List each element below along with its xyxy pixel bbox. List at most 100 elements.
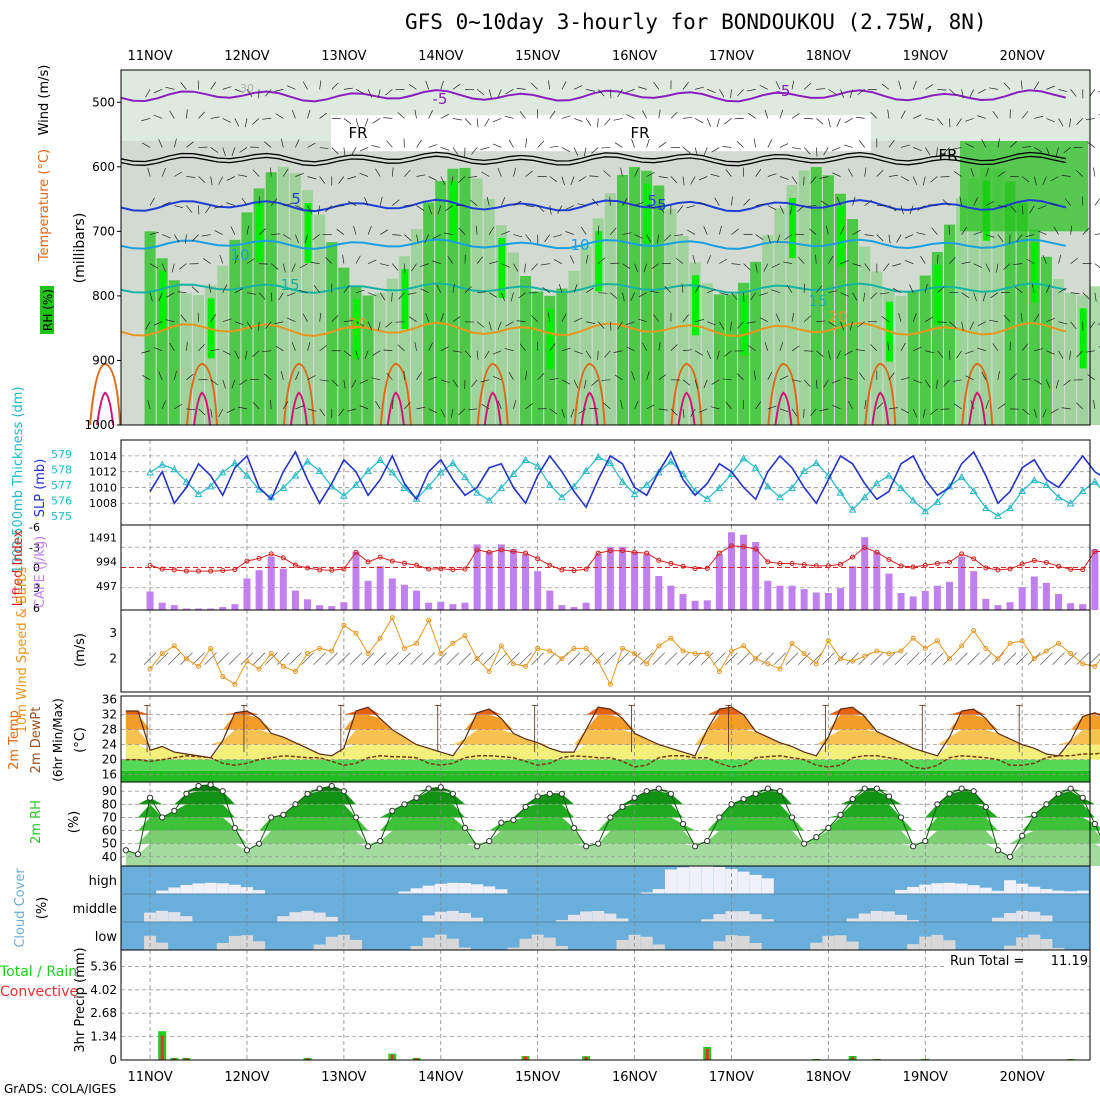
wind-speed-marker [498,643,504,649]
wind-barb [724,118,732,125]
wind-barb [561,379,571,385]
wind-barb [1034,379,1043,385]
wind-barb [694,118,704,124]
wind-barb [956,350,962,359]
wind-barb [755,203,765,206]
wind-barb [1016,234,1023,242]
li-marker [535,556,541,562]
isotherm-15 [120,282,1067,294]
cloud-middle [870,910,883,922]
rh-core [449,181,457,242]
wind-speed-marker [280,663,286,669]
wind-barb [694,147,698,157]
wind-barb [791,379,801,382]
rh-core [643,183,651,244]
wind-barb [287,85,296,90]
wind-barb [307,375,316,381]
wind-barb [185,234,187,244]
rh-marker [934,801,941,808]
wind-barb [719,321,725,330]
precip-convective-bar [705,1048,709,1060]
wind-barb [634,263,638,273]
li-marker [559,567,565,573]
wind-barb [622,232,632,235]
rh-column [1065,292,1077,425]
rh-column [483,198,495,425]
li-marker [414,562,420,568]
thickness-marker [1018,486,1027,495]
wind-barb [408,316,417,323]
wind-barb [177,291,187,294]
wind-speed-marker [619,645,625,651]
wind-barb [372,350,381,356]
rh-marker [1019,832,1026,839]
wind-barb [238,174,248,177]
wind-barb [730,321,732,331]
wind-barb [561,147,571,152]
wind-barb [771,289,781,294]
wind-speed-marker [292,669,298,674]
wind-barb [634,202,644,206]
rh-marker [958,785,965,792]
rh-column [725,294,737,425]
wind-barb [956,118,962,127]
wind-barb [682,176,685,186]
wind-speed-marker [571,645,577,651]
wind-barb [1049,202,1059,206]
wind-barb [658,205,665,214]
wind-barb-10m [797,652,811,665]
wind-barb [634,168,639,177]
rh-column [1004,181,1016,425]
cape-bar [461,602,469,610]
cloud-high [979,887,992,894]
rh-column [1040,256,1052,425]
wind-barb [319,312,322,322]
rh-column [931,251,943,425]
wind-barb [753,138,757,148]
cape-bar [885,573,893,610]
temp-band [121,759,1090,771]
wind-barb [731,228,739,235]
wind-barb [1021,408,1030,415]
rh-marker [183,790,190,797]
wind-barb-10m [277,652,290,665]
cape-bar [449,604,457,610]
wind-barb [601,379,611,381]
wind-barb [219,254,224,264]
isotherm-30 [871,391,890,426]
wind-barb [186,141,194,148]
wind-barb [973,292,977,302]
rh-column [822,175,834,425]
wind-barb [916,232,926,235]
precip-tick: 2.68 [90,1006,117,1020]
thickness-marker [558,493,566,501]
day-label-top: 20NOV [1000,49,1045,64]
wind-speed-marker [825,638,831,644]
wind-barb [1094,233,1100,235]
wind-barb [936,379,938,389]
wind-barb [767,205,776,210]
wind-speed-marker [716,669,722,674]
isotherm-label: FR [938,146,957,164]
wind-barb [501,292,506,302]
thickness-marker [1042,480,1051,488]
wind-barb [965,375,974,381]
cape-bar [933,585,941,610]
wind-barb [759,84,768,90]
cloud-middle [713,914,726,922]
wind-barb [291,263,296,273]
isotherm-label: 15 [280,276,299,294]
wind-barb [385,321,393,328]
wind-barb [343,87,353,90]
wind-barb [810,176,817,184]
wind-barb [210,81,217,90]
rh-column [616,174,628,425]
wind-barb [828,255,834,264]
wind-barb [722,378,732,381]
wind-barb [1058,254,1062,264]
wind-barb [843,377,853,381]
wind-barb [791,408,798,417]
wind-barb [437,205,442,215]
rh-column [180,293,192,425]
wind-barb [826,225,829,235]
